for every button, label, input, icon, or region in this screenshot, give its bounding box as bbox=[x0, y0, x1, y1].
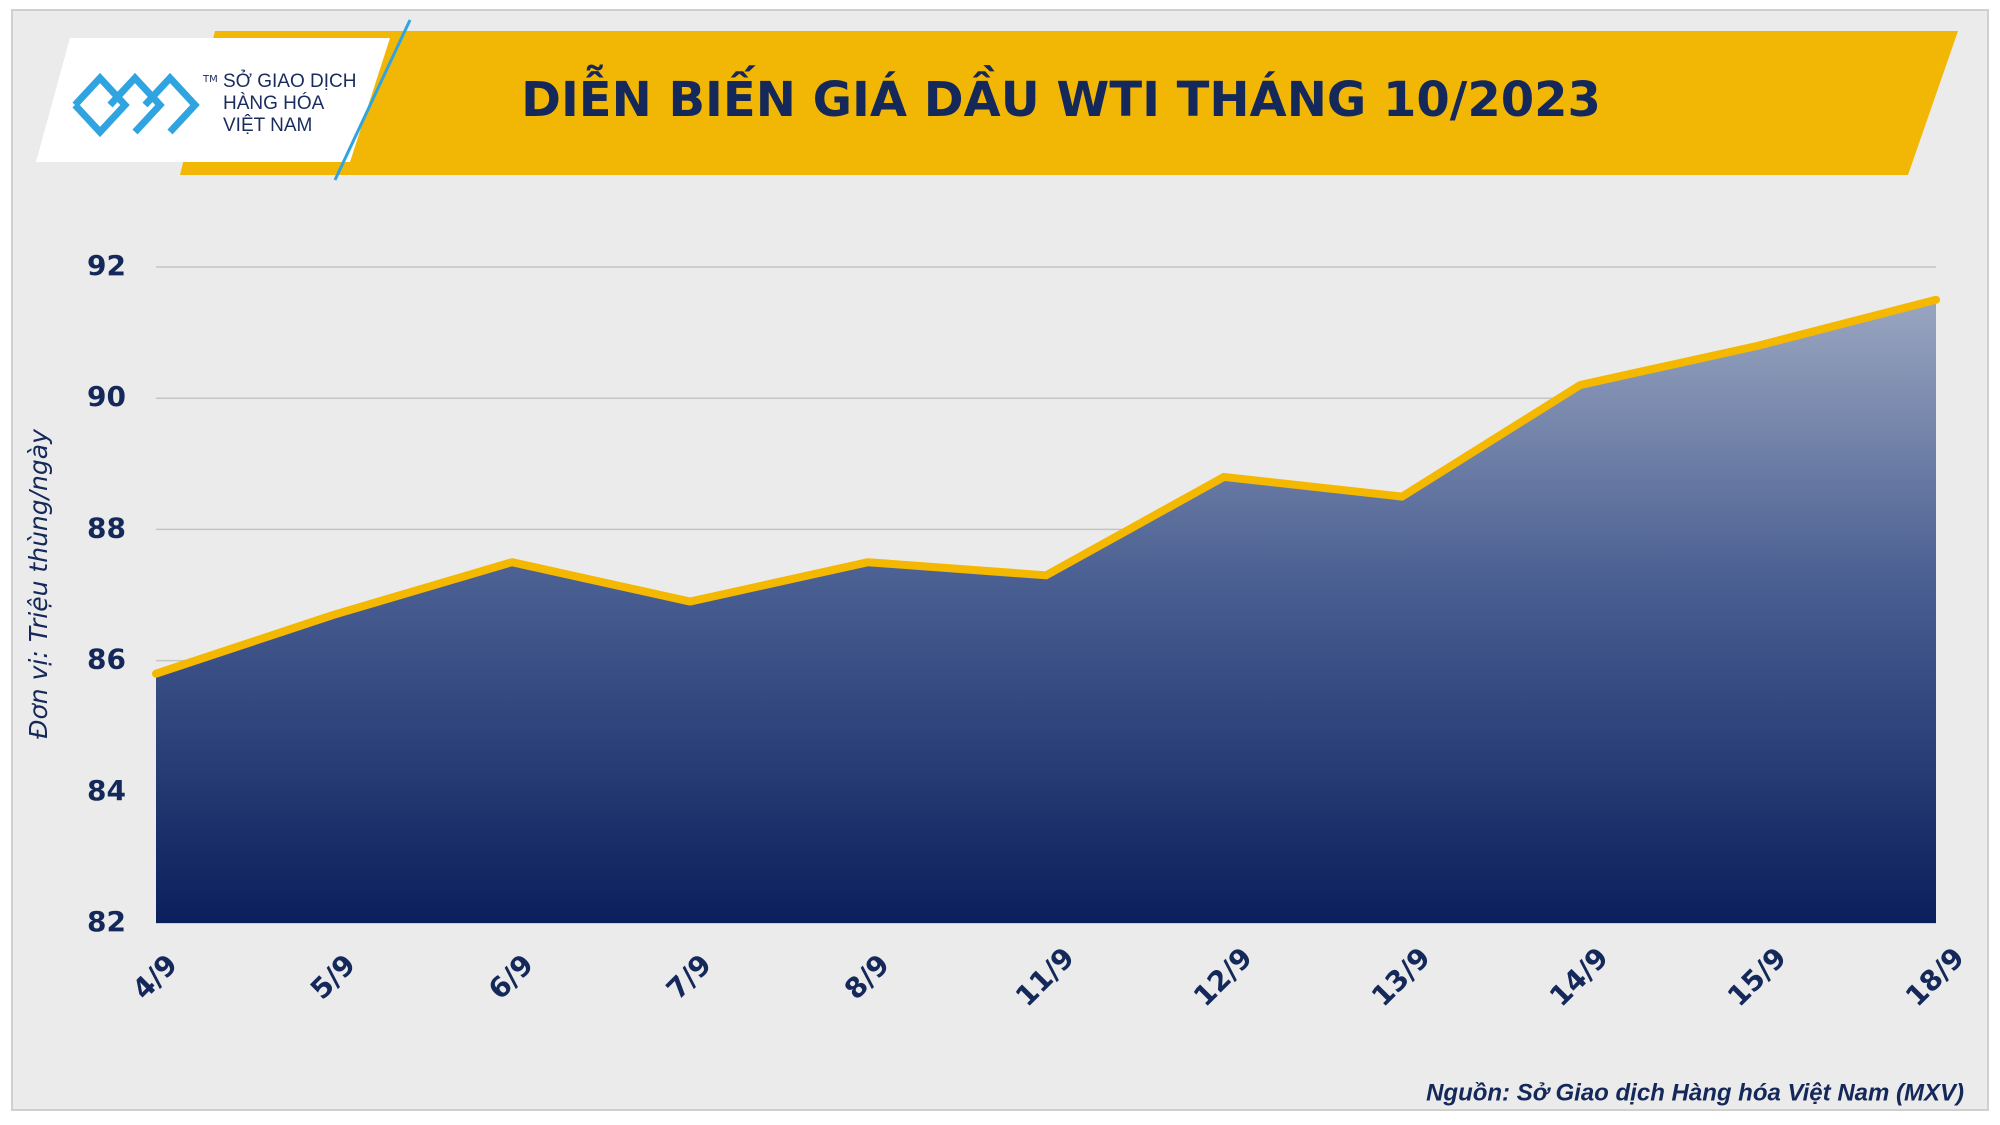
y-axis-label: Đơn vị: Triệu thùng/ngày bbox=[24, 428, 53, 739]
logo-accent bbox=[333, 19, 412, 181]
source-note: Nguồn: Sở Giao dịch Hàng hóa Việt Nam (M… bbox=[1426, 1079, 1964, 1106]
line bbox=[152, 295, 1940, 678]
chart-title: DIỄN BIẾN GIÁ DẦU WTI THÁNG 10/2023 bbox=[521, 64, 1601, 128]
y-tick-label: 82 bbox=[87, 905, 126, 938]
logo-text: VIỆT NAM bbox=[223, 114, 312, 136]
logo-box bbox=[36, 38, 390, 162]
logo-text: HÀNG HÓA bbox=[223, 92, 325, 114]
logo-text: SỞ GIAO DỊCH bbox=[223, 70, 356, 92]
y-tick-label: 88 bbox=[87, 511, 126, 544]
logo-mark bbox=[72, 72, 200, 138]
y-tick-label: 92 bbox=[87, 249, 126, 282]
y-tick-label: 90 bbox=[87, 380, 126, 413]
logo-tm: TM bbox=[202, 74, 218, 85]
area bbox=[156, 299, 1936, 923]
y-tick-label: 84 bbox=[87, 774, 126, 807]
title-banner bbox=[180, 31, 1958, 175]
y-tick-label: 86 bbox=[87, 643, 126, 676]
